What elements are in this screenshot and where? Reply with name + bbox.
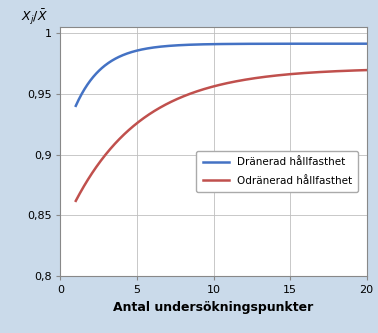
- Dränerad hållfasthet: [214, 42, 218, 46]
- Odränerad hållfasthet: [357, 68, 362, 72]
- Odränerad hållfasthet: [214, 84, 218, 88]
- Odränerad hållfasthet: [231, 80, 235, 84]
- X-axis label: Antal undersökningspunkter: Antal undersökningspunkter: [113, 301, 314, 314]
- Odränerad hållfasthet: [364, 68, 369, 72]
- Dränerad hållfasthet: [357, 42, 362, 46]
- Dränerad hållfasthet: [212, 42, 216, 46]
- Text: $X_j/\bar{X}$: $X_j/\bar{X}$: [21, 7, 48, 27]
- Dränerad hållfasthet: [364, 42, 369, 46]
- Line: Dränerad hållfasthet: Dränerad hållfasthet: [76, 44, 367, 106]
- Odränerad hållfasthet: [73, 199, 78, 203]
- Odränerad hållfasthet: [312, 70, 316, 74]
- Line: Odränerad hållfasthet: Odränerad hållfasthet: [76, 70, 367, 201]
- Odränerad hållfasthet: [246, 77, 251, 81]
- Legend: Dränerad hållfasthet, Odränerad hållfasthet: Dränerad hållfasthet, Odränerad hållfast…: [197, 151, 358, 192]
- Dränerad hållfasthet: [231, 42, 235, 46]
- Dränerad hållfasthet: [312, 42, 316, 46]
- Odränerad hållfasthet: [212, 84, 216, 88]
- Dränerad hållfasthet: [73, 104, 78, 108]
- Dränerad hållfasthet: [246, 42, 251, 46]
